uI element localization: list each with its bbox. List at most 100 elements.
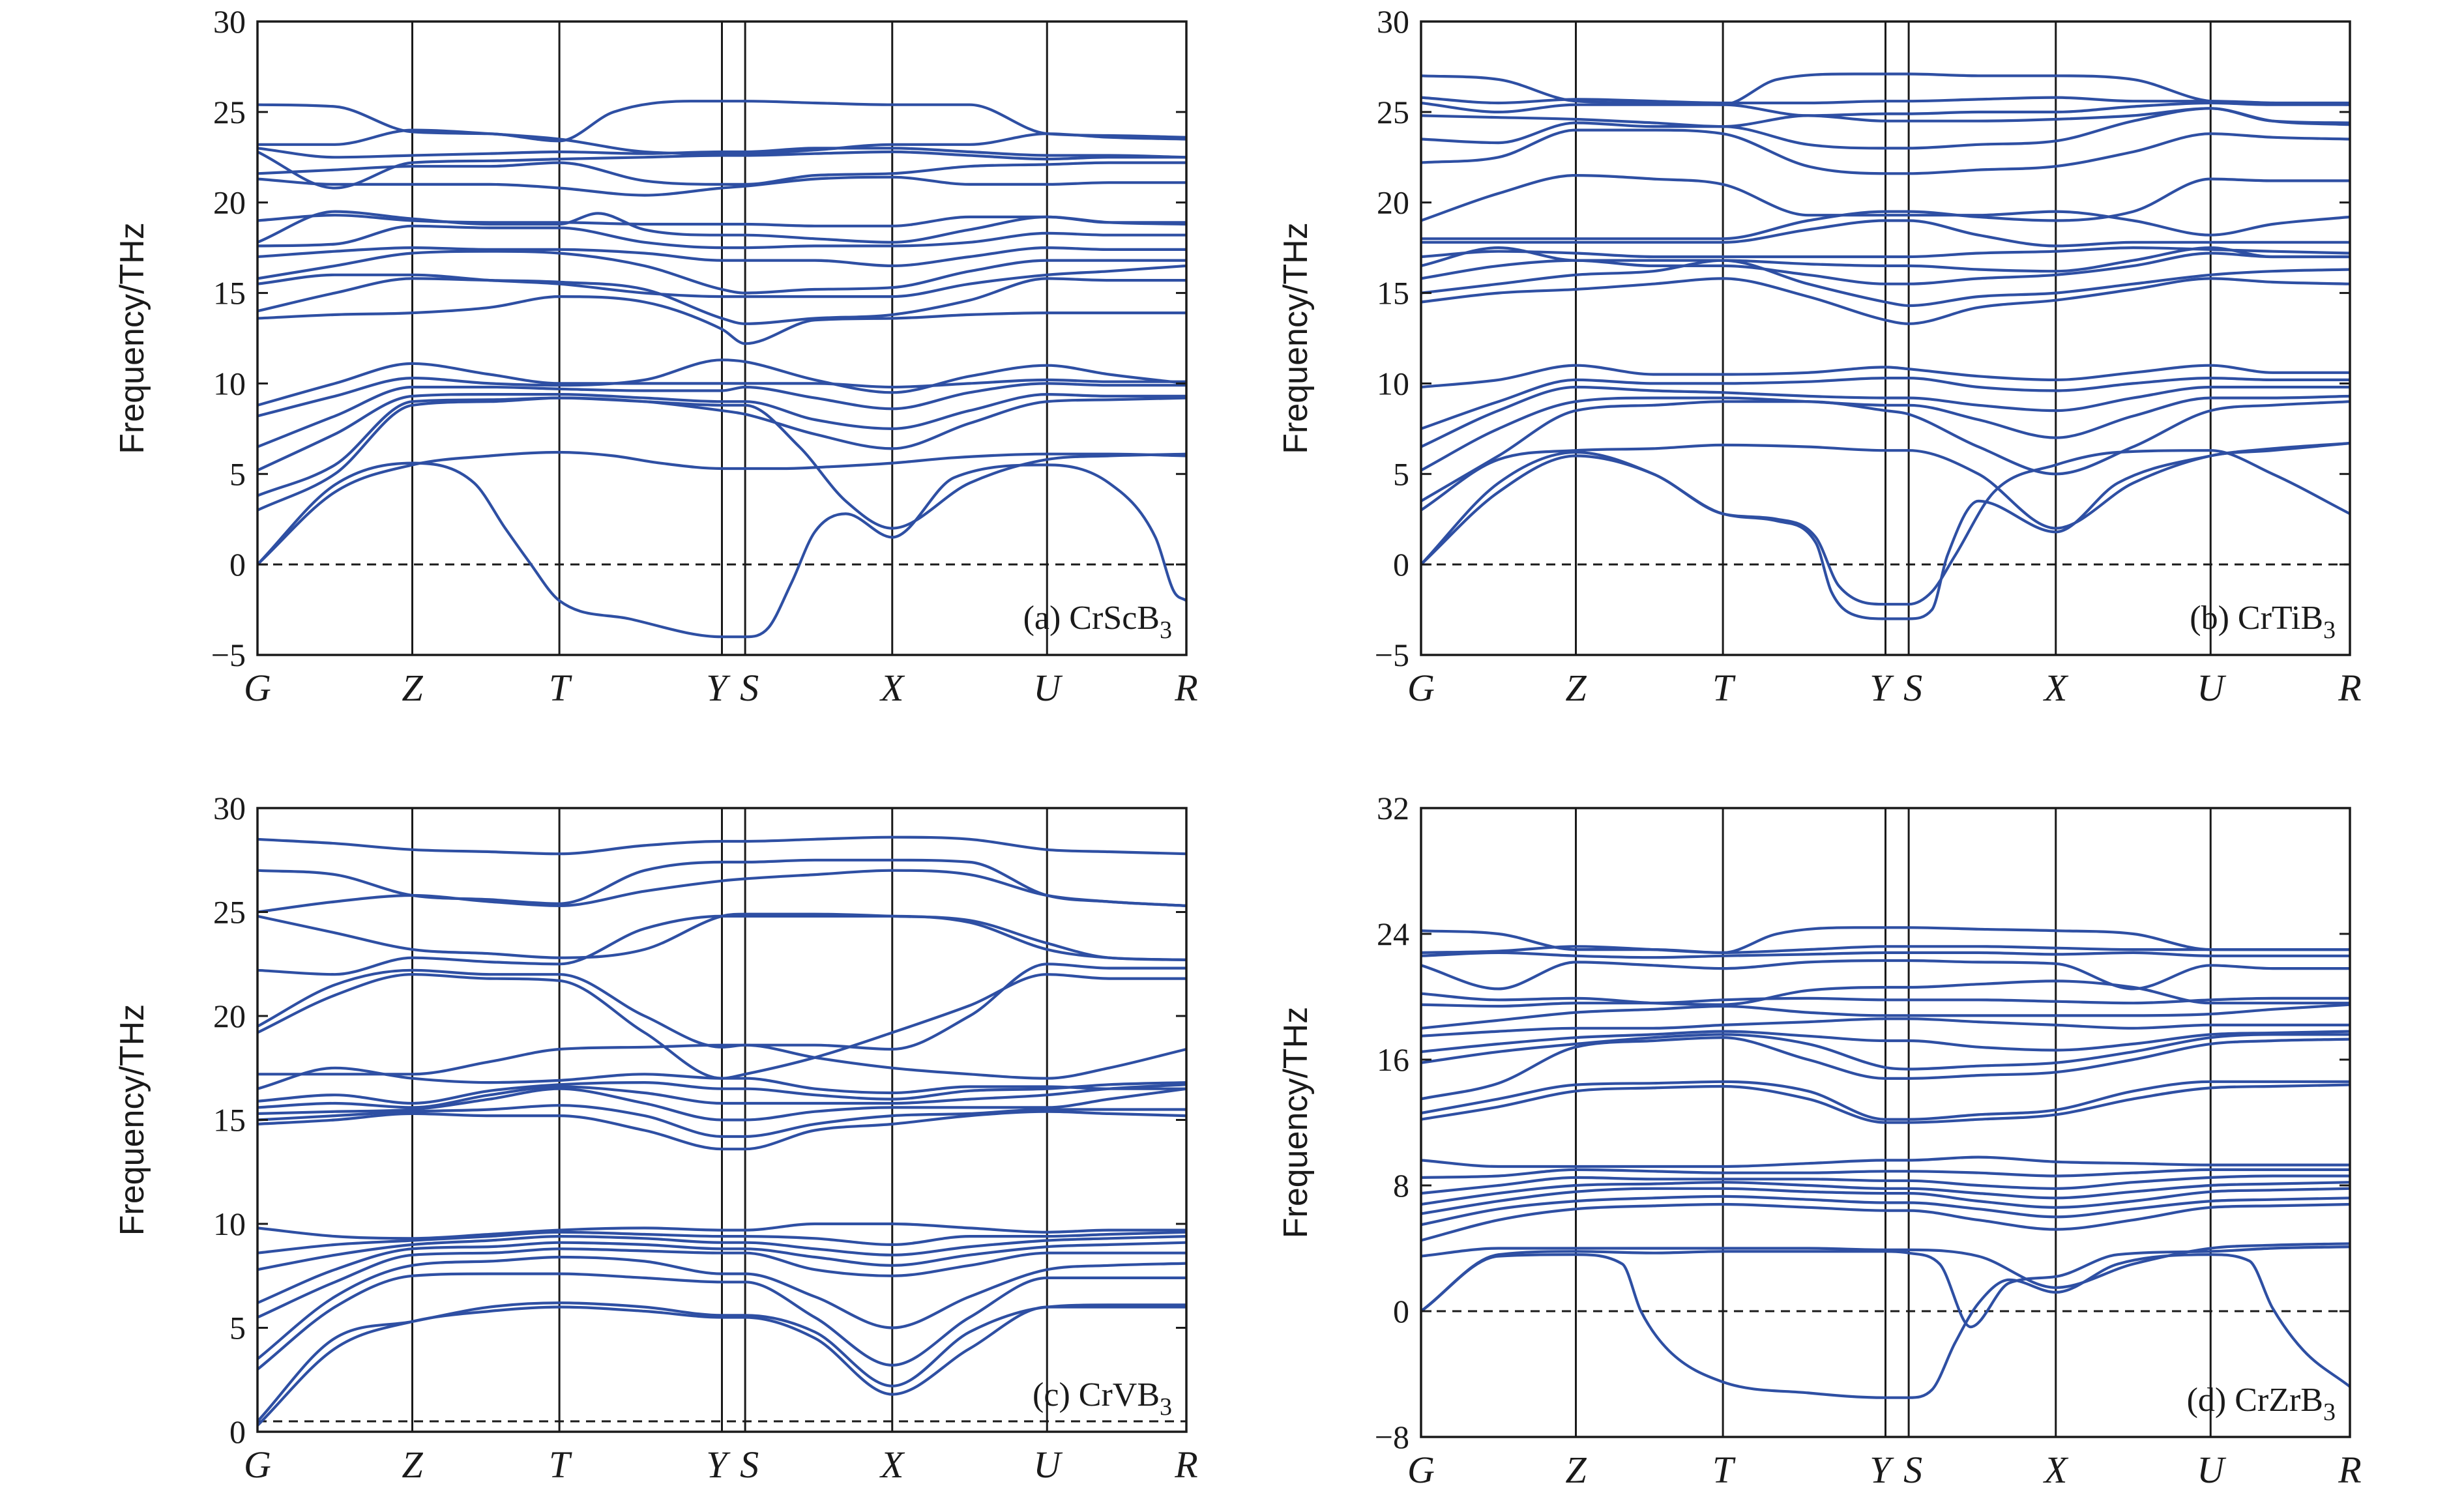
x-tick-label: R xyxy=(1174,667,1197,709)
phonon-band-line xyxy=(257,175,1186,197)
phonon-band-line xyxy=(257,128,1186,155)
phonon-band-line xyxy=(1421,1017,2350,1037)
phonon-band-line xyxy=(257,1255,1186,1360)
phonon-band-line xyxy=(257,246,1186,267)
phonon-band-line xyxy=(1421,101,2350,117)
phonon-band-line xyxy=(257,295,1186,345)
phonon-band-line xyxy=(257,396,1186,497)
panel-label-text: (a) CrScB xyxy=(1023,600,1160,637)
phonon-band-line xyxy=(257,1301,1186,1423)
x-tick-label: S xyxy=(740,667,759,709)
phonon-band-line xyxy=(257,1081,1186,1105)
phonon-band-line xyxy=(257,1222,1186,1240)
phonon-band-line xyxy=(257,100,1186,143)
y-tick-label: 25 xyxy=(213,894,246,931)
phonon-band-line xyxy=(1421,96,2350,106)
phonon-band-line xyxy=(257,461,1186,639)
y-tick-label: 24 xyxy=(1377,916,1409,952)
y-tick-label: 15 xyxy=(213,275,246,312)
x-tick-label: R xyxy=(2338,1449,2361,1491)
phonon-band-line xyxy=(1421,246,2350,259)
y-tick-label: 20 xyxy=(1377,184,1409,221)
phonon-band-line xyxy=(1421,400,2350,502)
phonon-band-line xyxy=(1421,219,2350,248)
y-tick-label: −8 xyxy=(1375,1419,1409,1455)
panel-label: (a) CrScB3 xyxy=(1023,600,1172,644)
y-tick-label: 30 xyxy=(1377,3,1409,40)
x-tick-label: Z xyxy=(402,1443,423,1486)
panel-label-subscript: 3 xyxy=(1160,1393,1172,1421)
y-tick-label: 8 xyxy=(1393,1167,1409,1204)
phonon-band-line xyxy=(1421,442,2350,530)
phonon-band-line xyxy=(257,1230,1186,1254)
phonon-band-line xyxy=(1421,107,2350,128)
phonon-bands xyxy=(1421,926,2350,1399)
phonon-band-line xyxy=(1421,174,2350,237)
panel-label: (b) CrTiB3 xyxy=(2190,600,2336,644)
phonon-band-line xyxy=(1421,277,2350,325)
x-tick-label: G xyxy=(1407,667,1435,709)
x-tick-label: Z xyxy=(1565,1449,1587,1491)
phonon-bands xyxy=(257,100,1186,639)
x-tick-label: X xyxy=(2043,1449,2069,1491)
y-axis-label: Frequency/THz xyxy=(1277,1007,1315,1238)
phonon-band-line xyxy=(1421,1242,2350,1289)
panel-a-phonon-chart: −5 0 5 10 15 20 25 30 G Z T Y S X U R Frequency/THz (a) C… xyxy=(113,3,1198,709)
y-tick-label: 20 xyxy=(213,998,246,1034)
y-tick-label: 30 xyxy=(213,790,246,826)
y-tick-label: 10 xyxy=(213,365,246,401)
phonon-band-line xyxy=(1421,996,2350,1008)
y-tick-label: 10 xyxy=(213,1206,246,1242)
phonon-band-line xyxy=(257,396,1186,530)
x-tick-label: X xyxy=(2043,667,2069,709)
y-tick-label: 10 xyxy=(1377,365,1409,401)
phonon-band-line xyxy=(1421,1033,2350,1071)
x-tick-label: U xyxy=(2197,1449,2227,1491)
phonon-band-line xyxy=(1421,394,2350,472)
x-tick-label: Y xyxy=(706,667,731,709)
panel-label-subscript: 3 xyxy=(1160,616,1172,644)
y-tick-label: −5 xyxy=(211,637,246,673)
x-tick-label: T xyxy=(1712,1449,1736,1491)
phonon-band-line xyxy=(1421,1195,2350,1226)
y-tick-label: 5 xyxy=(1393,456,1409,492)
phonon-band-line xyxy=(257,1247,1186,1319)
phonon-band-line xyxy=(1421,259,2350,308)
y-tick-label: 0 xyxy=(229,546,246,583)
phonon-band-line xyxy=(257,250,1186,295)
y-tick-label: 0 xyxy=(229,1413,246,1450)
y-tick-label: 5 xyxy=(229,456,246,492)
panel-label: (c) CrVB3 xyxy=(1033,1376,1172,1421)
x-tick-label: G xyxy=(1407,1449,1435,1491)
x-tick-label: R xyxy=(2338,667,2361,709)
phonon-band-line xyxy=(1421,1155,2350,1168)
panel-label: (d) CrZrB3 xyxy=(2187,1382,2336,1426)
phonon-band-line xyxy=(257,1272,1186,1370)
panel-c-phonon-chart: 0 5 10 15 20 25 30 G Z T Y S X U R Frequency/THz (c) CrV… xyxy=(113,790,1198,1486)
phonon-band-line xyxy=(257,224,1186,250)
phonon-band-line xyxy=(257,382,1186,448)
phonon-band-line xyxy=(1421,959,2350,991)
phonon-band-line xyxy=(257,392,1186,472)
phonon-band-line xyxy=(1421,1181,2350,1206)
phonon-band-line xyxy=(1421,1003,2350,1030)
phonon-band-line xyxy=(1421,385,2350,448)
phonon-band-line xyxy=(257,963,1186,1051)
panel-label-subscript: 3 xyxy=(2323,1399,2336,1426)
phonon-band-line xyxy=(257,973,1186,1080)
phonon-band-line xyxy=(1421,1187,2350,1215)
panel-b-phonon-chart: −5 0 5 10 15 20 25 30 G Z T Y S X U R Frequency/THz (b) C… xyxy=(1277,3,2362,709)
phonon-band-line xyxy=(257,264,1186,298)
phonon-band-line xyxy=(1421,1253,2350,1399)
phonon-band-line xyxy=(257,161,1186,186)
phonon-band-line xyxy=(257,835,1186,856)
phonon-band-line xyxy=(1421,979,2350,1006)
panel-label-text: (d) CrZrB xyxy=(2187,1382,2323,1419)
phonon-bands xyxy=(257,835,1186,1427)
y-tick-label: 30 xyxy=(213,3,246,40)
phonon-band-line xyxy=(1421,72,2350,106)
phonon-bands xyxy=(1421,72,2350,620)
phonon-band-line xyxy=(1421,376,2350,430)
phonon-band-line xyxy=(1421,128,2350,175)
y-axis-label: Frequency/THz xyxy=(113,1004,151,1236)
